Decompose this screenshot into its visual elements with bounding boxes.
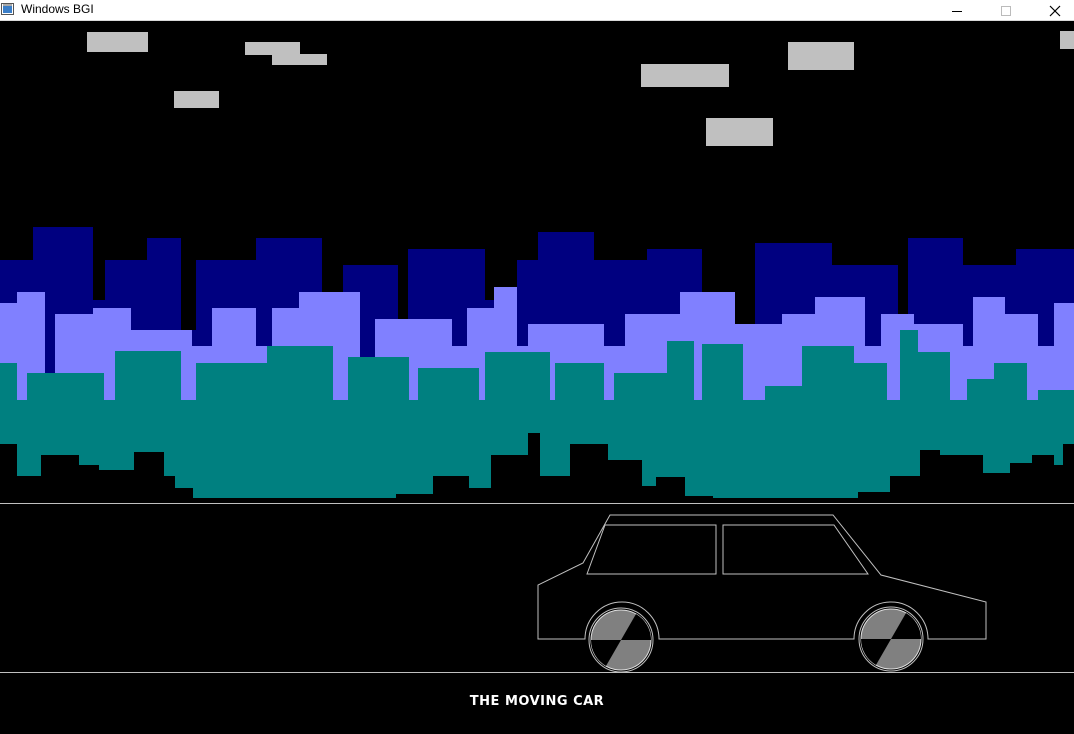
title-bar[interactable]: Windows BGI	[0, 0, 1074, 21]
car	[537, 514, 987, 640]
close-icon	[1049, 5, 1061, 16]
cloud	[788, 42, 854, 70]
drawing-canvas	[0, 31, 1074, 673]
cloud	[272, 54, 327, 65]
cloud	[641, 64, 729, 87]
app-icon	[1, 3, 14, 15]
close-button[interactable]	[1032, 0, 1074, 21]
cloud	[87, 32, 148, 52]
car-front-window	[722, 524, 869, 575]
maximize-icon	[1001, 5, 1011, 16]
window-title: Windows BGI	[21, 2, 94, 16]
car-body	[537, 514, 987, 640]
car-rear-window	[586, 524, 717, 575]
maximize-button[interactable]	[983, 0, 1029, 21]
cloud	[1060, 31, 1074, 49]
front-skyline	[0, 330, 1074, 498]
clouds	[87, 31, 1074, 146]
scene-caption: THE MOVING CAR	[469, 694, 605, 709]
minimize-button[interactable]	[934, 0, 980, 21]
minimize-icon	[952, 10, 962, 12]
cloud	[245, 42, 300, 55]
cloud	[706, 118, 773, 146]
cloud	[174, 91, 219, 108]
rear-wheel	[588, 607, 654, 673]
front-wheel	[858, 606, 924, 672]
